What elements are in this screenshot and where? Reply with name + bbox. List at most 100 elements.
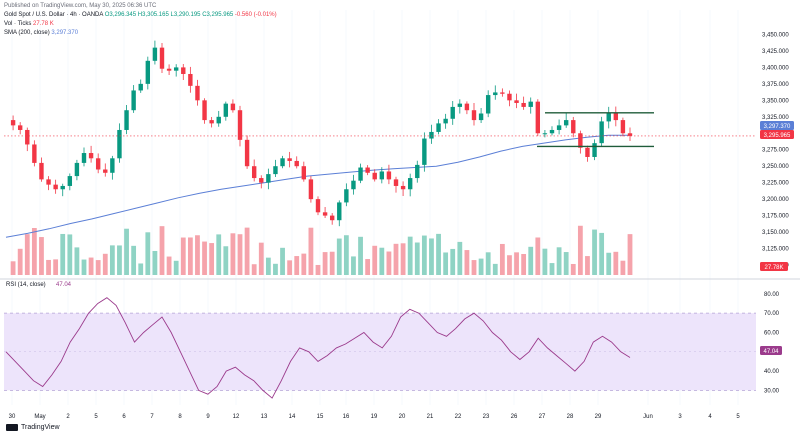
- candle-body: [329, 215, 335, 221]
- candle-body: [95, 158, 101, 170]
- rsi-tag: 47.04: [760, 346, 782, 355]
- candle-body: [230, 103, 236, 111]
- candle-body: [379, 171, 385, 180]
- ohlc-o-label: O: [104, 12, 110, 18]
- price-tick-label: 3,275.000: [762, 148, 789, 154]
- candle-body: [10, 120, 16, 126]
- volume-bar: [301, 253, 307, 275]
- candle-body: [81, 153, 87, 163]
- ohlc-c: 3,295.965: [206, 12, 234, 18]
- time-tick-label: 19: [371, 414, 378, 420]
- volume-bar: [514, 252, 519, 275]
- tradingview-logo[interactable]: TradingView: [6, 424, 60, 431]
- sma-value: 3,297.370: [51, 30, 79, 36]
- rsi-tag-text: 47.04: [763, 349, 779, 355]
- volume-bar: [627, 234, 633, 275]
- price-tick-label: 3,150.000: [762, 230, 789, 236]
- rsi-label: RSI (14, close): [6, 282, 46, 288]
- time-tick-label: 16: [343, 414, 350, 420]
- last-price-tag: 3,295.965: [760, 130, 794, 139]
- ohlc-h-label: H: [137, 12, 143, 18]
- candle-body: [372, 172, 377, 180]
- candle-body: [415, 164, 420, 179]
- candle-body: [365, 167, 370, 173]
- price-tick-label: 3,400.000: [762, 65, 789, 71]
- candle-body: [273, 166, 278, 175]
- volume-bar: [507, 255, 512, 275]
- volume-value: 27.78 K: [33, 21, 54, 27]
- candle-body: [535, 101, 541, 134]
- volume-bar: [166, 256, 172, 275]
- ohlc-c-label: C: [202, 12, 207, 18]
- candle-body: [152, 47, 158, 61]
- candle-body: [485, 95, 491, 114]
- volume-bar: [393, 243, 399, 275]
- volume-bar: [336, 238, 342, 275]
- candle-body: [337, 202, 342, 221]
- price-tick-label: 3,125.000: [762, 247, 789, 253]
- candle-body: [493, 92, 498, 96]
- volume-bar: [592, 229, 597, 275]
- volume-bar: [542, 248, 548, 275]
- volume-bar: [117, 245, 122, 275]
- consolidation-box: [537, 112, 654, 148]
- time-tick-label: 28: [567, 414, 574, 420]
- candle-body: [358, 167, 363, 181]
- time-tick-label: Jun: [643, 414, 653, 420]
- candle-body: [46, 179, 51, 185]
- candle-body: [67, 176, 73, 186]
- candle-body: [429, 131, 434, 139]
- tradingview-logo-icon: [6, 424, 18, 431]
- volume-bar: [124, 228, 129, 275]
- candle-body: [478, 113, 484, 121]
- volume-bar: [81, 259, 87, 275]
- candle-body: [138, 83, 143, 91]
- candle-body: [124, 110, 129, 130]
- volume-bar: [379, 247, 385, 275]
- volume-bar: [173, 260, 179, 275]
- candle-body: [507, 93, 512, 101]
- rsi-tick-label: 80.00: [764, 292, 780, 298]
- volume-bar: [10, 261, 16, 275]
- price-tick-label: 3,425.000: [762, 49, 789, 55]
- candle-body: [266, 174, 271, 183]
- volume-bar: [138, 263, 144, 275]
- rsi-tick-label: 30.00: [764, 388, 780, 394]
- candle-body: [443, 118, 448, 124]
- candle-body: [294, 160, 299, 167]
- chart-header: Published on TradingView.com, May 30, 20…: [4, 2, 277, 38]
- candle-body: [351, 180, 356, 190]
- volume-bar: [535, 237, 541, 275]
- candle-body: [556, 125, 562, 130]
- volume-bar: [67, 234, 73, 275]
- volume-bar: [265, 257, 271, 275]
- candle-body: [181, 67, 186, 74]
- candle-body: [188, 73, 193, 86]
- volume-line: Vol · Ticks 27.78 K: [4, 20, 277, 29]
- candle-body: [386, 171, 392, 180]
- time-tick-label: 5: [736, 414, 740, 420]
- volume-bar: [414, 242, 420, 275]
- candle-body: [585, 147, 590, 157]
- candle-body: [322, 212, 328, 216]
- volume-bar: [372, 245, 378, 275]
- volume-bar: [556, 247, 562, 275]
- candle-body: [103, 169, 108, 173]
- volume-bar: [74, 247, 80, 275]
- candle-body: [542, 133, 548, 135]
- volume-bar: [407, 236, 413, 275]
- candle-body: [39, 162, 44, 180]
- volume-bar: [365, 259, 371, 275]
- time-tick-label: May: [34, 414, 45, 420]
- volume-bar: [273, 263, 278, 275]
- volume-bar: [528, 246, 534, 275]
- volume-bar: [358, 236, 363, 275]
- volume-bar: [159, 226, 165, 275]
- candle-body: [407, 178, 413, 190]
- candle-body: [471, 110, 477, 121]
- ohlc-l-label: L: [170, 12, 174, 18]
- volume-bar: [24, 234, 30, 275]
- candle-body: [578, 133, 583, 148]
- volume-bar: [294, 256, 300, 275]
